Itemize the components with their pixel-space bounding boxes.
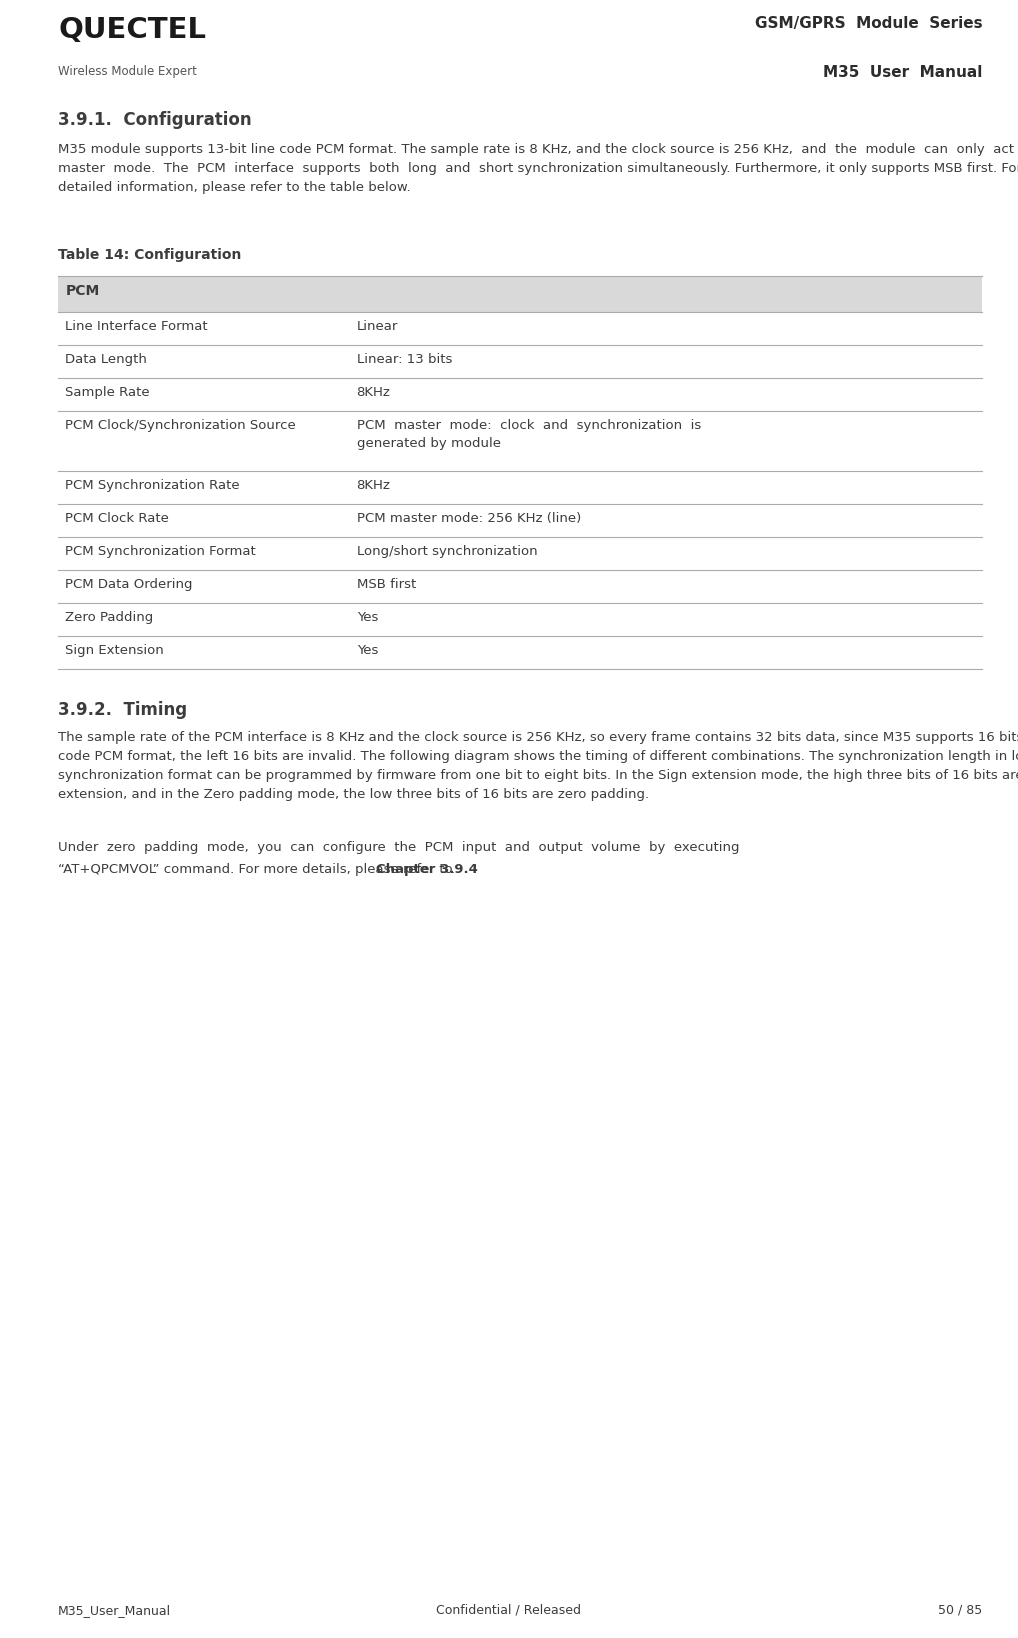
Text: PCM  master  mode:  clock  and  synchronization  is
generated by module: PCM master mode: clock and synchronizati… <box>356 419 700 450</box>
Text: Wireless Module Expert: Wireless Module Expert <box>58 66 196 79</box>
Text: PCM Clock/Synchronization Source: PCM Clock/Synchronization Source <box>65 419 296 432</box>
Text: Data Length: Data Length <box>65 352 148 365</box>
Text: MSB first: MSB first <box>356 578 415 591</box>
FancyBboxPatch shape <box>58 537 982 570</box>
Text: M35  User  Manual: M35 User Manual <box>823 66 982 80</box>
Text: QUECTEL: QUECTEL <box>58 16 206 44</box>
FancyBboxPatch shape <box>58 603 982 636</box>
Text: Long/short synchronization: Long/short synchronization <box>356 545 538 559</box>
Text: “AT+QPCMVOL” command. For more details, please refer to: “AT+QPCMVOL” command. For more details, … <box>58 863 457 876</box>
Text: Zero Padding: Zero Padding <box>65 611 154 624</box>
Text: The sample rate of the PCM interface is 8 KHz and the clock source is 256 KHz, s: The sample rate of the PCM interface is … <box>58 731 1018 801</box>
Text: Sign Extension: Sign Extension <box>65 644 164 657</box>
Text: Table 14: Configuration: Table 14: Configuration <box>58 247 241 262</box>
Text: M35_User_Manual: M35_User_Manual <box>58 1604 171 1617</box>
Text: Sample Rate: Sample Rate <box>65 387 150 398</box>
Text: PCM Clock Rate: PCM Clock Rate <box>65 511 169 524</box>
Text: 50 / 85: 50 / 85 <box>939 1604 982 1617</box>
FancyBboxPatch shape <box>58 570 982 603</box>
Text: PCM master mode: 256 KHz (line): PCM master mode: 256 KHz (line) <box>356 511 581 524</box>
Text: 3.9.2.  Timing: 3.9.2. Timing <box>58 701 187 719</box>
Text: Yes: Yes <box>356 644 378 657</box>
Text: 8KHz: 8KHz <box>356 387 391 398</box>
Text: Chapter 3.9.4: Chapter 3.9.4 <box>377 863 478 876</box>
FancyBboxPatch shape <box>58 346 982 378</box>
Text: Confidential / Released: Confidential / Released <box>437 1604 581 1617</box>
Text: Yes: Yes <box>356 611 378 624</box>
Text: PCM: PCM <box>65 283 100 298</box>
Text: PCM Data Ordering: PCM Data Ordering <box>65 578 193 591</box>
Text: PCM Synchronization Rate: PCM Synchronization Rate <box>65 478 240 491</box>
Text: 3.9.1.  Configuration: 3.9.1. Configuration <box>58 111 251 129</box>
FancyBboxPatch shape <box>58 470 982 505</box>
FancyBboxPatch shape <box>58 411 982 470</box>
Text: Under  zero  padding  mode,  you  can  configure  the  PCM  input  and  output  : Under zero padding mode, you can configu… <box>58 840 739 853</box>
Text: PCM Synchronization Format: PCM Synchronization Format <box>65 545 257 559</box>
Text: Line Interface Format: Line Interface Format <box>65 319 208 333</box>
Text: GSM/GPRS  Module  Series: GSM/GPRS Module Series <box>754 16 982 31</box>
Text: Linear: 13 bits: Linear: 13 bits <box>356 352 452 365</box>
Text: 8KHz: 8KHz <box>356 478 391 491</box>
Text: Linear: Linear <box>356 319 398 333</box>
FancyBboxPatch shape <box>58 275 982 311</box>
FancyBboxPatch shape <box>58 636 982 668</box>
FancyBboxPatch shape <box>58 311 982 346</box>
FancyBboxPatch shape <box>58 505 982 537</box>
FancyBboxPatch shape <box>58 378 982 411</box>
Text: .: . <box>450 863 454 876</box>
Text: M35 module supports 13-bit line code PCM format. The sample rate is 8 KHz, and t: M35 module supports 13-bit line code PCM… <box>58 143 1018 193</box>
